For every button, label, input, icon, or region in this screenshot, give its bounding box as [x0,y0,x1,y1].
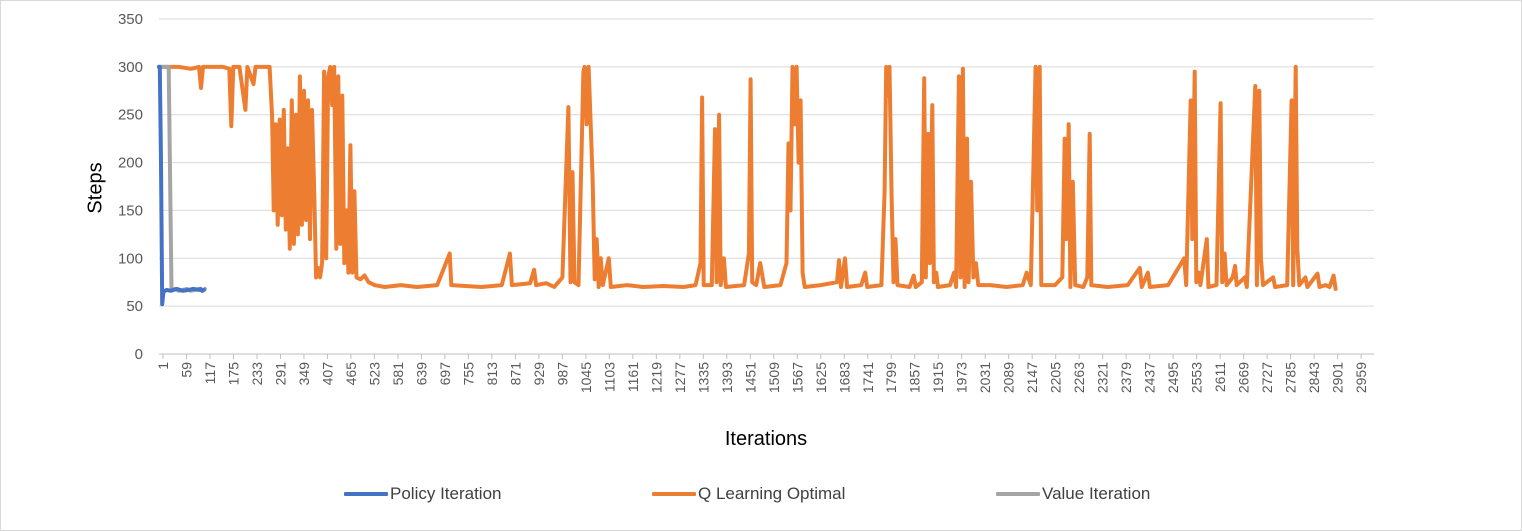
x-tick-label: 1451 [742,362,758,393]
x-tick-label: 639 [413,362,429,386]
x-tick-label: 1973 [954,362,970,393]
legend-item-value-iteration: Value Iteration [996,484,1150,504]
y-tick-label: 0 [135,346,143,363]
x-tick-label: 1393 [719,362,735,393]
series-line-value-iteration [157,64,207,293]
x-tick-label: 2901 [1330,362,1346,393]
legend-label-value-iteration: Value Iteration [1042,484,1151,503]
x-axis-ticks: 1 59 117 175 233 291 349 407 465 523 581 639 697 755 8… [155,354,1369,393]
x-tick-label: 2263 [1071,362,1087,393]
x-tick-label: 2321 [1095,362,1111,393]
x-tick-label: 1103 [601,362,617,392]
x-tick-label: 1335 [695,362,711,393]
x-tick-label: 1567 [789,362,805,393]
x-tick-label: 2959 [1353,362,1369,393]
y-tick-label: 200 [118,155,143,172]
x-tick-label: 1509 [766,362,782,393]
series-line-q-learning-optimal [157,64,1338,291]
x-tick-label: 697 [437,362,453,386]
x-tick-label: 407 [319,362,335,386]
x-tick-label: 523 [366,362,382,386]
x-tick-label: 233 [249,362,265,386]
x-tick-label: 987 [554,362,570,386]
x-tick-label: 1915 [930,362,946,393]
x-tick-label: 929 [531,362,547,386]
y-tick-label: 350 [118,11,143,28]
x-tick-label: 2089 [1001,362,1017,393]
x-tick-label: 465 [343,362,359,386]
x-tick-label: 813 [484,362,500,386]
x-tick-label: 1741 [860,362,876,393]
x-axis-label: Iterations [724,428,808,450]
x-tick-label: 871 [507,362,523,386]
x-tick-label: 1857 [907,362,923,393]
series-lines [157,64,1338,307]
y-tick-label: 50 [126,298,143,315]
legend-swatch-policy-iteration [344,492,388,496]
x-tick-label: 2669 [1236,362,1252,393]
series-line-policy-iteration [157,64,206,307]
x-tick-label: 2147 [1024,362,1040,393]
x-tick-label: 1277 [672,362,688,393]
y-axis-label: Steps [84,162,107,214]
y-tick-label: 250 [118,107,143,124]
y-axis-ticks: 0 50 100 150 200 250 300 350 [118,11,143,363]
x-tick-label: 755 [460,362,476,386]
y-tick-label: 150 [118,202,143,219]
legend-swatch-q-learning-optimal [652,492,696,496]
x-tick-label: 291 [272,362,288,386]
x-tick-label: 2379 [1118,362,1134,393]
x-tick-label: 2437 [1142,362,1158,393]
legend-item-policy-iteration: Policy Iteration [344,484,502,504]
x-tick-label: 1799 [883,362,899,393]
legend-item-q-learning-optimal: Q Learning Optimal [652,484,845,504]
x-tick-label: 2205 [1048,362,1064,393]
x-tick-label: 175 [225,362,241,386]
x-tick-label: 2727 [1259,362,1275,393]
y-tick-label: 100 [118,250,143,267]
x-tick-label: 1 [155,362,171,370]
x-tick-label: 59 [178,362,194,378]
x-tick-label: 117 [202,362,218,385]
x-tick-label: 349 [296,362,312,386]
x-tick-label: 1625 [813,362,829,393]
x-tick-label: 1161 [625,362,641,392]
x-tick-label: 2495 [1165,362,1181,393]
x-tick-label: 1683 [836,362,852,393]
x-tick-label: 2785 [1283,362,1299,393]
gridlines [159,18,1374,355]
legend: Policy Iteration Q Learning Optimal Valu… [0,484,1522,508]
x-tick-label: 1219 [648,362,664,393]
x-tick-label: 581 [390,362,406,386]
x-tick-label: 2031 [977,362,993,393]
legend-label-policy-iteration: Policy Iteration [390,484,502,503]
legend-swatch-value-iteration [996,492,1040,496]
x-tick-label: 2553 [1189,362,1205,393]
x-tick-label: 2843 [1306,362,1322,393]
x-tick-label: 2611 [1212,362,1228,392]
y-tick-label: 300 [118,59,143,76]
legend-label-q-learning-optimal: Q Learning Optimal [698,484,846,503]
x-tick-label: 1045 [578,362,594,393]
